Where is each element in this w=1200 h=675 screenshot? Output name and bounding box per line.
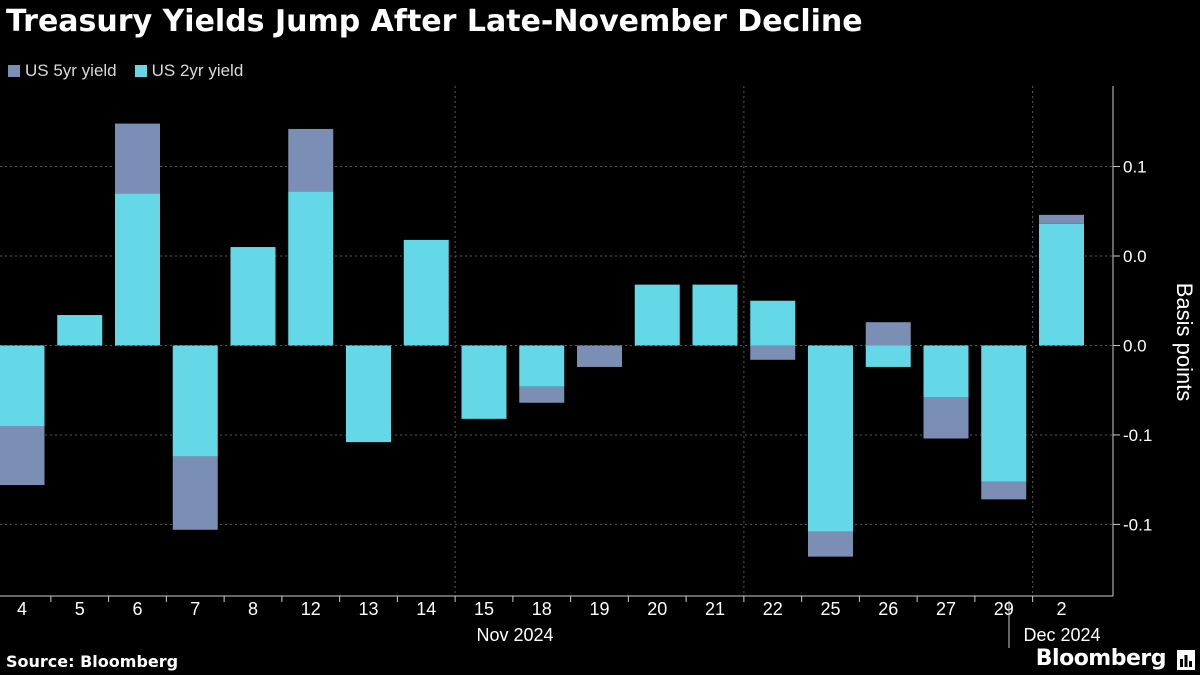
y-tick-label: -0.1 — [1123, 515, 1152, 534]
bar-2yr — [692, 284, 738, 346]
bar-2yr — [981, 345, 1027, 482]
bar-2yr — [230, 247, 276, 346]
legend-label-2yr: US 2yr yield — [151, 61, 244, 80]
x-tick-label: 18 — [532, 599, 552, 619]
x-tick-label: 8 — [248, 599, 258, 619]
bar-2yr — [808, 345, 853, 532]
legend-label-5yr: US 5yr yield — [25, 61, 117, 80]
x-tick-label: 19 — [589, 599, 609, 619]
bar-2yr — [461, 345, 507, 419]
bar-2yr — [634, 284, 680, 346]
x-tick-label: 21 — [705, 599, 725, 619]
y-tick-label: 0.0 — [1123, 336, 1147, 355]
bar-5yr — [0, 426, 45, 486]
bar-5yr — [981, 481, 1027, 500]
x-tick-label: 2 — [1056, 599, 1066, 619]
x-tick-label: 12 — [301, 599, 321, 619]
y-tick-label: 0.1 — [1123, 158, 1147, 177]
x-tick-label: 6 — [132, 599, 142, 619]
x-tick-label: 13 — [358, 599, 378, 619]
x-tick-label: 25 — [820, 599, 840, 619]
legend-swatch-5yr — [8, 65, 20, 77]
x-tick-label: 29 — [994, 599, 1014, 619]
bar-2yr — [923, 345, 969, 398]
bar-5yr — [288, 128, 334, 192]
bar-5yr — [923, 397, 969, 439]
x-tick-label: 27 — [936, 599, 956, 619]
bar-2yr — [0, 345, 45, 426]
legend: US 5yr yield US 2yr yield — [8, 61, 261, 81]
bar-5yr — [808, 531, 853, 557]
legend-item-5yr: US 5yr yield — [8, 61, 117, 81]
x-tick-label: 7 — [190, 599, 200, 619]
bar-5yr — [750, 345, 796, 360]
x-tick-label: 15 — [474, 599, 494, 619]
legend-swatch-2yr — [134, 65, 147, 77]
x-tick-label: 4 — [17, 599, 27, 619]
y-tick-label: 0.0 — [1123, 247, 1147, 266]
bar-2yr — [1039, 223, 1084, 346]
x-group-label-dec: Dec 2024 — [1023, 625, 1100, 645]
bar-5yr — [865, 322, 911, 346]
legend-item-2yr: US 2yr yield — [134, 61, 244, 81]
bar-5yr — [577, 345, 622, 367]
x-group-label-nov: Nov 2024 — [476, 625, 553, 645]
bar-2yr — [750, 300, 796, 346]
bar-2yr — [403, 239, 449, 346]
x-tick-label: 22 — [763, 599, 783, 619]
bloomberg-chart-icon — [1177, 650, 1195, 670]
bar-2yr — [519, 345, 565, 387]
y-tick-label: -0.1 — [1123, 426, 1152, 445]
x-tick-label: 14 — [416, 599, 436, 619]
x-tick-label: 5 — [75, 599, 85, 619]
bar-2yr — [172, 345, 218, 457]
bar-5yr — [1039, 214, 1084, 224]
bar-2yr — [57, 315, 103, 346]
chart-title: Treasury Yields Jump After Late-November… — [6, 4, 863, 39]
bloomberg-logo: Bloomberg — [1035, 646, 1167, 671]
x-tick-label: 20 — [647, 599, 667, 619]
x-tick-label: 26 — [878, 599, 898, 619]
bar-2yr — [115, 193, 160, 346]
bar-2yr — [865, 345, 911, 367]
bar-5yr — [172, 456, 218, 530]
y-axis-title: Basis points — [1172, 283, 1197, 402]
bar-5yr — [519, 386, 565, 403]
bar-5yr — [115, 123, 160, 194]
bar-2yr — [288, 191, 334, 346]
bar-2yr — [346, 345, 391, 443]
source-note: Source: Bloomberg — [6, 652, 179, 671]
